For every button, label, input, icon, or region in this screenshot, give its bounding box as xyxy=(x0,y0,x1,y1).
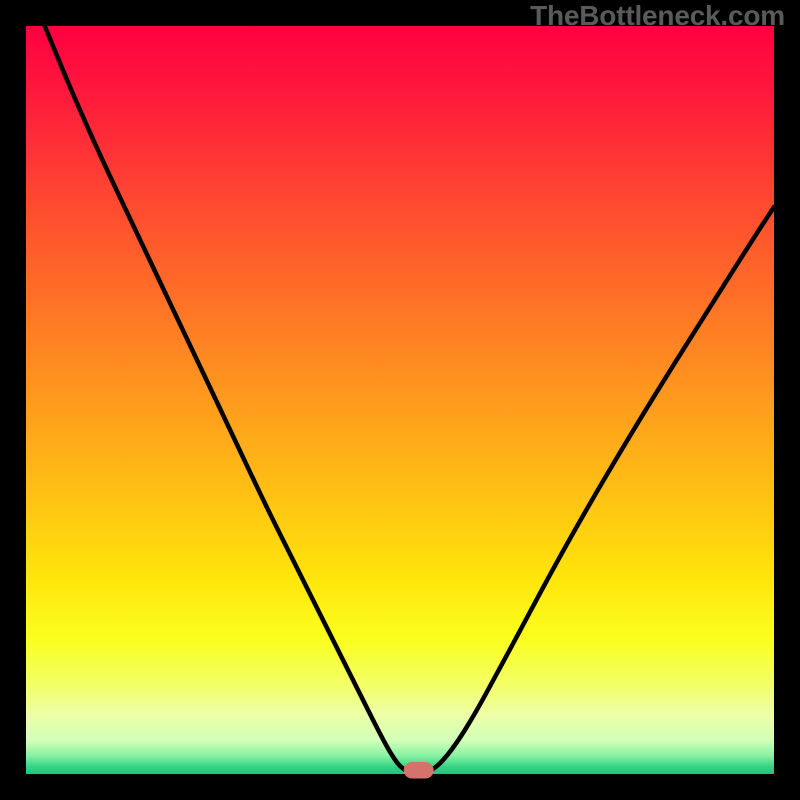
chart-frame: TheBottleneck.com xyxy=(0,0,800,800)
plot-area xyxy=(26,26,774,774)
bottleneck-chart xyxy=(0,0,800,800)
watermark-text: TheBottleneck.com xyxy=(530,0,785,32)
optimum-marker xyxy=(404,762,434,778)
